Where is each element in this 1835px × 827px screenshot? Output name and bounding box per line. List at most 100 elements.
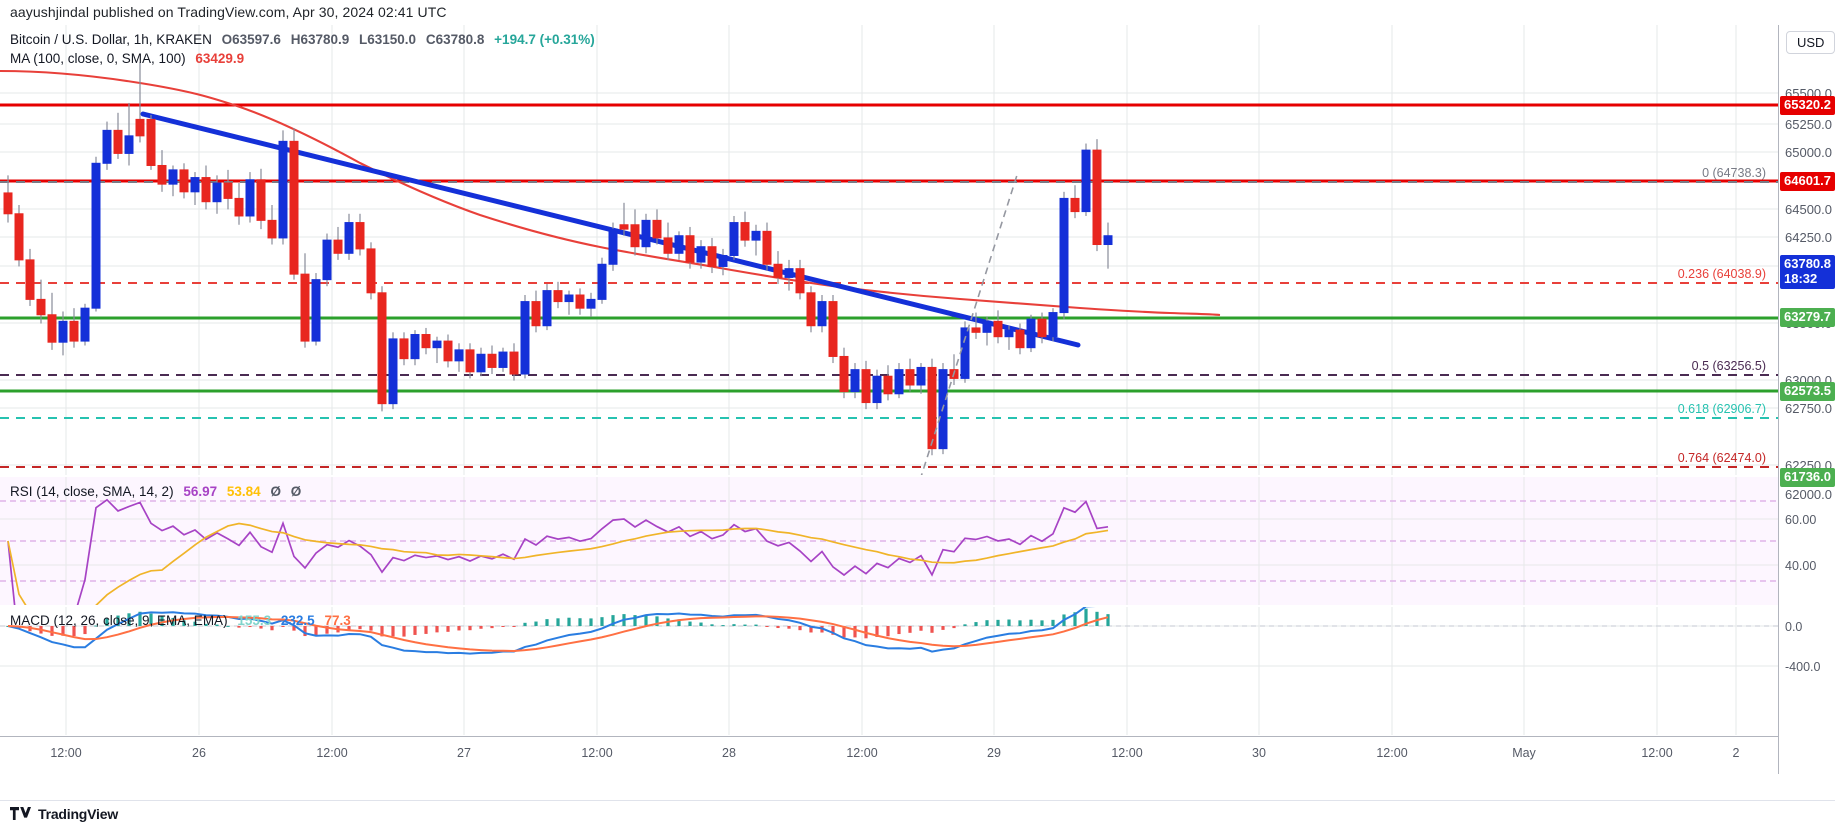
price-pill-support[interactable]: 62573.5: [1780, 382, 1835, 401]
main-legend[interactable]: Bitcoin / U.S. Dollar, 1h, KRAKEN O63597…: [10, 33, 595, 47]
macd-histogram-bar: [677, 619, 681, 626]
rsi-value: 56.97: [183, 484, 218, 499]
fib-label-4: 0.764 (62474.0): [1677, 451, 1766, 465]
tradingview-brand: TradingView: [38, 806, 119, 822]
candle: [1004, 329, 1014, 338]
macd-histogram-bar: [1051, 619, 1055, 626]
fib-label-2: 0.5 (63256.5): [1691, 359, 1766, 373]
rsi-legend[interactable]: RSI (14, close, SMA, 14, 2) 56.97 53.84 …: [10, 485, 301, 499]
time-tick-2: 12:00: [316, 746, 348, 760]
price-pane[interactable]: ⚡ 0 (64738.3)0.236 (64038.9)0.5 (63256.5…: [0, 25, 1778, 475]
macd-histogram-bar: [94, 625, 98, 627]
price-axis[interactable]: USD 65500.065250.065000.064750.064500.06…: [1778, 25, 1835, 774]
candle: [344, 222, 354, 254]
macd-histogram-bar: [457, 626, 461, 631]
candle: [707, 246, 717, 267]
time-tick-10: 12:00: [1376, 746, 1408, 760]
macd-histogram-bar: [930, 626, 934, 633]
candle: [223, 182, 233, 199]
macd-histogram-bar: [974, 622, 978, 626]
macd-tick-1: -400.0: [1785, 660, 1821, 674]
price-pill-resistance[interactable]: 65320.2: [1780, 96, 1835, 115]
candle: [784, 268, 794, 278]
candle: [1092, 149, 1102, 246]
macd-histogram-bar: [886, 626, 890, 637]
ma-legend-value: 63429.9: [195, 51, 245, 66]
projection-path: [920, 171, 1019, 475]
rsi-tick-0: 60.00: [1785, 513, 1817, 527]
price-pill-resistance[interactable]: 64601.7: [1780, 172, 1835, 191]
macd-histogram-bar: [171, 617, 175, 626]
macd-histogram-bar: [149, 613, 153, 626]
macd-histogram-bar: [226, 625, 230, 627]
candle: [905, 369, 915, 386]
candle: [278, 140, 288, 239]
rsi-legend-title: RSI (14, close, SMA, 14, 2): [10, 484, 174, 499]
price-pill-last-price[interactable]: 63780.8 18:32: [1780, 255, 1835, 289]
candle: [399, 338, 409, 360]
candle: [410, 334, 420, 360]
candle: [817, 301, 827, 327]
macd-canvas: [0, 607, 1778, 735]
price-chart-canvas: [0, 25, 1778, 475]
macd-histogram-bar: [182, 620, 186, 626]
candle: [443, 340, 453, 362]
macd-legend[interactable]: MACD (12, 26, close, 9, EMA, EMA) 155.3 …: [10, 614, 351, 628]
time-axis[interactable]: 12:00 26 12:00 27 12:00 28 12:00 29 12:00 30 12:00…: [0, 736, 1778, 774]
ma-legend[interactable]: MA (100, close, 0, SMA, 100) 63429.9: [10, 52, 244, 66]
macd-histogram-bar: [578, 618, 582, 626]
candle: [916, 366, 926, 386]
macd-histogram-bar: [347, 626, 351, 630]
macd-histogram-bar: [1040, 620, 1044, 626]
macd-histogram-bar: [1073, 612, 1077, 626]
candle: [927, 366, 937, 450]
macd-histogram-bar: [358, 626, 362, 630]
candle: [575, 294, 585, 309]
chart-frame[interactable]: ⚡ 0 (64738.3)0.236 (64038.9)0.5 (63256.5…: [0, 25, 1835, 800]
published-byline: aayushjindal published on TradingView.co…: [10, 4, 447, 20]
candle: [861, 369, 871, 404]
macd-histogram-bar: [72, 626, 76, 637]
price-tick-1: 65250.0: [1785, 117, 1832, 132]
time-tick-13: 2: [1732, 746, 1740, 760]
price-pill-support[interactable]: 63279.7: [1780, 308, 1835, 327]
macd-histogram-bar: [952, 626, 956, 629]
price-tick-11: 62000.0: [1785, 487, 1832, 502]
macd-histogram-bar: [237, 626, 241, 628]
macd-histogram-bar: [325, 626, 329, 634]
macd-histogram-bar: [1007, 619, 1011, 626]
candle: [1059, 197, 1069, 314]
macd-histogram-bar: [831, 626, 835, 635]
candle: [971, 327, 981, 333]
candle: [124, 135, 134, 154]
macd-histogram-bar: [534, 621, 538, 626]
symbol-label: Bitcoin / U.S. Dollar, 1h, KRAKEN: [10, 32, 212, 47]
fib-label-1: 0.236 (64038.9): [1677, 267, 1766, 281]
candle: [1048, 312, 1058, 338]
candle: [608, 228, 618, 265]
price-pill-support[interactable]: 61736.0: [1780, 468, 1835, 487]
macd-histogram-bar: [259, 626, 263, 629]
macd-histogram-bar: [776, 626, 780, 629]
macd-legend-title: MACD (12, 26, close, 9, EMA, EMA): [10, 613, 228, 628]
macd-histogram-bar: [611, 615, 615, 626]
macd-histogram-bar: [853, 626, 857, 638]
macd-pane[interactable]: MACD (12, 26, close, 9, EMA, EMA) 155.3 …: [0, 607, 1778, 735]
candle: [806, 292, 816, 327]
candle: [531, 301, 541, 327]
macd-histogram-bar: [765, 626, 769, 627]
macd-histogram-bar: [138, 611, 142, 626]
macd-histogram-bar: [809, 626, 813, 633]
macd-histogram-bar: [204, 623, 208, 626]
rsi-sma-line: [7, 522, 1109, 605]
rsi-line: [7, 498, 1109, 605]
rsi-pane[interactable]: RSI (14, close, SMA, 14, 2) 56.97 53.84 …: [0, 477, 1778, 605]
macd-histogram-bar: [1095, 611, 1099, 626]
footer-bar: TradingView: [0, 800, 1835, 827]
currency-badge[interactable]: USD: [1786, 31, 1835, 54]
candle: [146, 118, 156, 166]
rsi-sma-value: 53.84: [226, 484, 261, 499]
macd-histogram-bar: [83, 626, 87, 635]
candle: [487, 353, 497, 368]
candle: [498, 351, 508, 368]
